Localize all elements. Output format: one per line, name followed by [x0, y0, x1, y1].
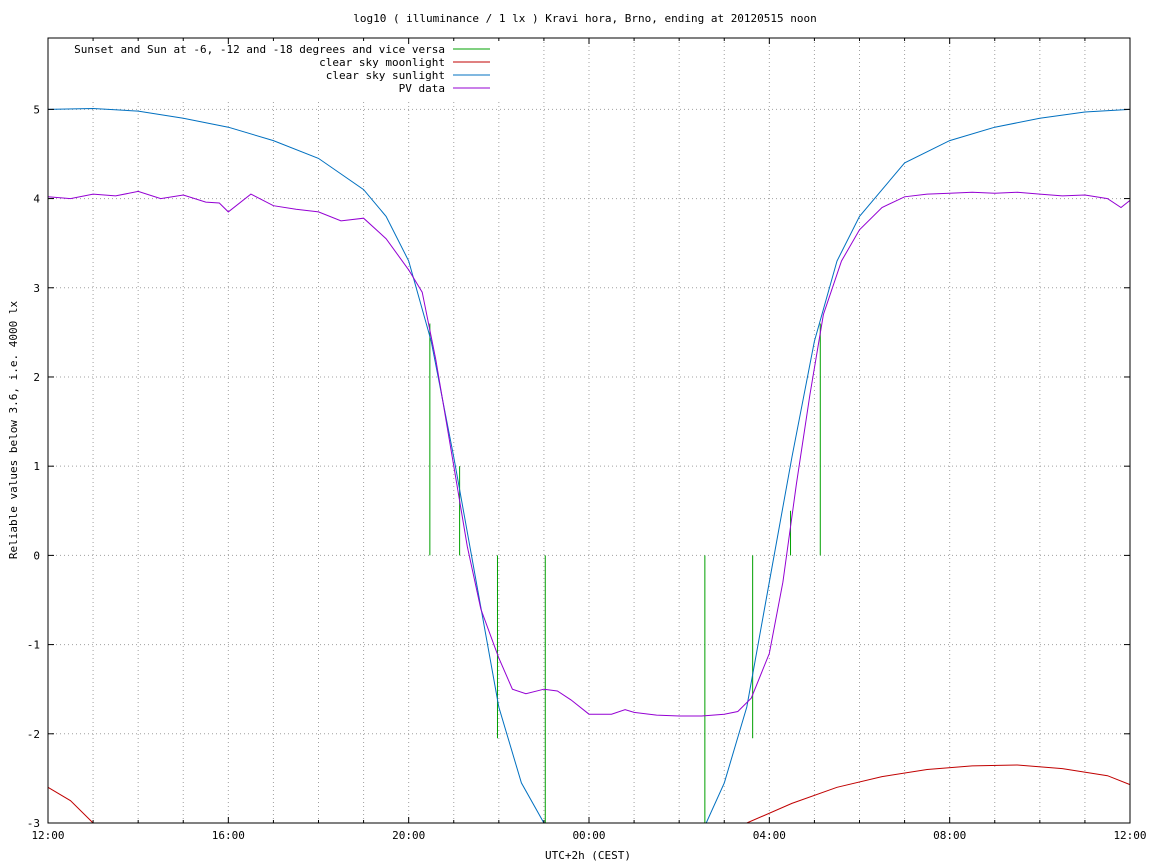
y-tick-label: -2 — [27, 728, 40, 741]
series-line-sunlight — [47, 107, 1131, 824]
legend-box-mask — [49, 39, 500, 101]
x-tick-label: 08:00 — [933, 829, 966, 842]
y-tick-label: 5 — [33, 103, 40, 116]
y-tick-label: 3 — [33, 282, 40, 295]
legend-label: Sunset and Sun at -6, -12 and -18 degree… — [74, 43, 445, 56]
y-tick-label: -1 — [27, 639, 40, 652]
x-tick-label: 16:00 — [212, 829, 245, 842]
legend-label: clear sky sunlight — [326, 69, 445, 82]
x-tick-label: 04:00 — [753, 829, 786, 842]
x-tick-label: 12:00 — [31, 829, 64, 842]
y-tick-label: 4 — [33, 193, 40, 206]
x-axis-label: UTC+2h (CEST) — [545, 849, 631, 862]
y-axis-label: Reliable values below 3.6, i.e. 4000 lx — [7, 300, 20, 559]
legend: Sunset and Sun at -6, -12 and -18 degree… — [74, 43, 490, 95]
x-tick-label: 12:00 — [1113, 829, 1146, 842]
grid-lines — [48, 38, 1130, 823]
x-tick-label: 20:00 — [392, 829, 425, 842]
x-tick-label: 00:00 — [572, 829, 605, 842]
y-tick-label: 1 — [33, 460, 40, 473]
y-tick-label: 2 — [33, 371, 40, 384]
legend-background — [49, 39, 500, 101]
y-tick-label: 0 — [33, 549, 40, 562]
legend-label: clear sky moonlight — [319, 56, 445, 69]
y-tick-label: -3 — [27, 817, 40, 830]
legend-label: PV data — [399, 82, 445, 95]
chart-title: log10 ( illuminance / 1 lx ) Kravi hora,… — [353, 12, 817, 25]
axis-ticks: 12:00 16:00 20:00 00:00 04:00 08:00 12:00 5 4 3 2 1… — [27, 38, 1147, 842]
series-line-pv — [47, 190, 1131, 717]
